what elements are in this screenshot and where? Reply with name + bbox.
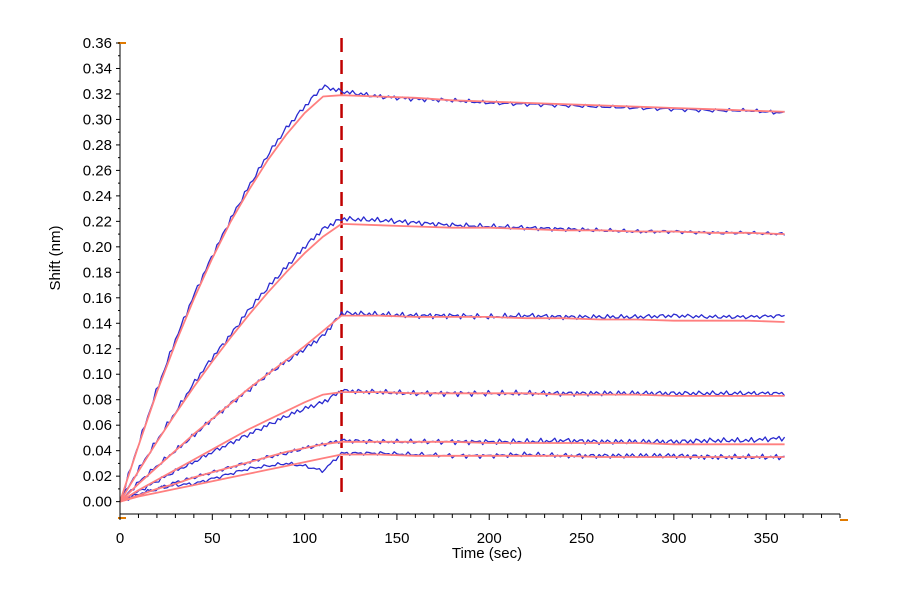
data-trace xyxy=(119,84,785,502)
y-tick-label: 0.12 xyxy=(83,341,112,358)
x-tick-label: 50 xyxy=(204,530,221,547)
x-tick-label: 300 xyxy=(661,530,686,547)
y-tick-label: 0.24 xyxy=(83,188,112,205)
y-tick-label: 0.26 xyxy=(83,162,112,179)
data-trace xyxy=(119,451,785,503)
y-axis-title: Shift (nm) xyxy=(47,225,64,290)
y-tick-label: 0.20 xyxy=(83,239,112,256)
data-trace xyxy=(119,310,785,503)
data-trace xyxy=(119,215,786,502)
x-tick-label: 150 xyxy=(384,530,409,547)
y-tick-label: 0.14 xyxy=(83,315,112,332)
x-tick-label: 100 xyxy=(292,530,317,547)
y-tick-label: 0.18 xyxy=(83,264,112,281)
y-tick-label: 0.36 xyxy=(83,35,112,52)
y-tick-label: 0.10 xyxy=(83,366,112,383)
y-tick-label: 0.04 xyxy=(83,443,112,460)
y-tick-label: 0.02 xyxy=(83,468,112,485)
y-tick-label: 0.16 xyxy=(83,290,112,307)
y-tick-label: 0.28 xyxy=(83,137,112,154)
y-tick-label: 0.00 xyxy=(83,494,112,511)
x-tick-label: 200 xyxy=(477,530,502,547)
x-tick-label: 250 xyxy=(569,530,594,547)
fit-curve xyxy=(119,440,785,503)
y-tick-label: 0.08 xyxy=(83,392,112,409)
y-tick-label: 0.32 xyxy=(83,86,112,103)
axes-layer: 0.00 0.02 0.04 0.06 0.08 0.10 0.12 0.14 0.16 0.18… xyxy=(83,35,848,547)
fit-curve xyxy=(119,94,785,502)
series-layer xyxy=(119,38,786,503)
fit-curve xyxy=(119,391,785,503)
y-tick-label: 0.34 xyxy=(83,60,112,77)
y-tick-label: 0.30 xyxy=(83,111,112,128)
fit-curve xyxy=(119,314,785,503)
x-tick-label: 0 xyxy=(116,530,124,547)
x-tick-label: 350 xyxy=(754,530,779,547)
fit-curve xyxy=(119,453,785,503)
fit-curve xyxy=(119,222,785,503)
y-tick-label: 0.22 xyxy=(83,213,112,230)
x-axis-title: Time (sec) xyxy=(452,545,522,562)
y-tick-label: 0.06 xyxy=(83,417,112,434)
